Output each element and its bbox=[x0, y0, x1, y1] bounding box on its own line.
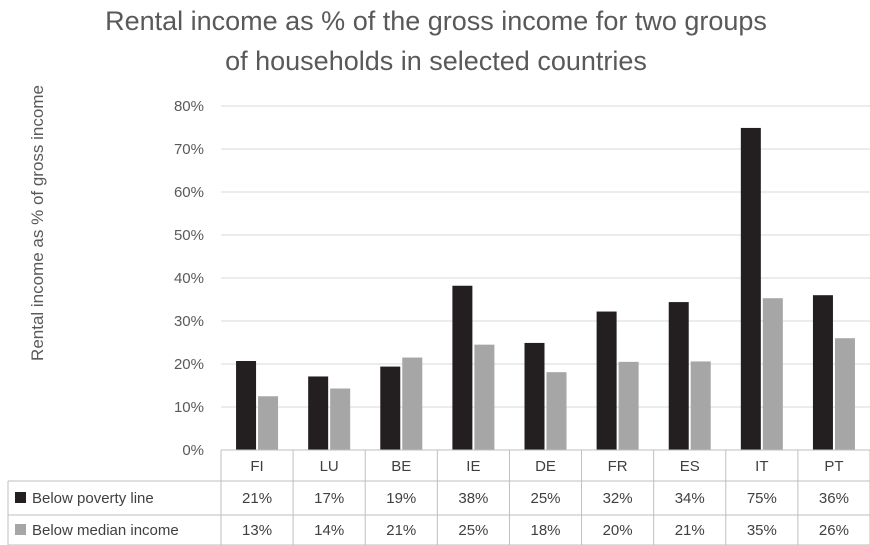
legend-key bbox=[15, 524, 26, 535]
y-tick-label: 0% bbox=[182, 442, 204, 459]
data-label: 19% bbox=[386, 490, 416, 507]
y-tick-label: 50% bbox=[174, 227, 204, 244]
data-label: 14% bbox=[314, 522, 344, 539]
data-label: 36% bbox=[819, 490, 849, 507]
chart-title-line-1: Rental income as % of the gross income f… bbox=[105, 6, 767, 36]
bars bbox=[236, 127, 855, 451]
y-tick-label: 30% bbox=[174, 313, 204, 330]
data-label: 32% bbox=[603, 490, 633, 507]
y-tick-label: 10% bbox=[174, 399, 204, 416]
category-label: BE bbox=[391, 458, 411, 475]
data-label: 17% bbox=[314, 490, 344, 507]
bar-below-poverty-line bbox=[596, 311, 617, 450]
bar-below-poverty-line bbox=[668, 302, 689, 450]
y-tick-label: 40% bbox=[174, 270, 204, 287]
data-table: FI LU BE IE DE FR ES IT PT Below poverty line 21% 1… bbox=[7, 449, 870, 545]
data-label: 21% bbox=[242, 490, 272, 507]
bar-below-median-income bbox=[258, 396, 279, 450]
gridlines bbox=[221, 105, 870, 408]
data-label: 18% bbox=[530, 522, 560, 539]
bar-below-median-income bbox=[690, 361, 711, 450]
bar-below-poverty-line bbox=[380, 366, 401, 450]
data-label: 25% bbox=[530, 490, 560, 507]
data-label: 26% bbox=[819, 522, 849, 539]
data-label: 13% bbox=[242, 522, 272, 539]
data-label: 35% bbox=[747, 522, 777, 539]
data-label: 75% bbox=[747, 490, 777, 507]
bar-below-median-income bbox=[330, 388, 351, 450]
y-axis-title: Rental income as % of gross income bbox=[28, 85, 47, 361]
bar-below-poverty-line bbox=[452, 285, 473, 450]
data-label: 21% bbox=[675, 522, 705, 539]
category-label: PT bbox=[824, 458, 843, 475]
data-label: 38% bbox=[458, 490, 488, 507]
bar-below-median-income bbox=[834, 338, 855, 450]
category-label: DE bbox=[535, 458, 556, 475]
bar-below-poverty-line bbox=[308, 376, 329, 450]
y-tick-label: 20% bbox=[174, 356, 204, 373]
legend-label: Below poverty line bbox=[32, 490, 154, 507]
bar-below-poverty-line bbox=[524, 342, 545, 450]
y-tick-label: 60% bbox=[174, 184, 204, 201]
bar-below-median-income bbox=[402, 357, 423, 450]
data-label: 20% bbox=[603, 522, 633, 539]
y-tick-label: 70% bbox=[174, 141, 204, 158]
bar-below-median-income bbox=[546, 372, 567, 450]
bar-below-median-income bbox=[474, 344, 495, 450]
bar-below-median-income bbox=[618, 361, 639, 450]
chart-title-line-2: of households in selected countries bbox=[225, 46, 647, 76]
legend-label: Below median income bbox=[32, 522, 179, 539]
bar-below-poverty-line bbox=[812, 295, 833, 450]
bar-below-poverty-line bbox=[740, 127, 761, 451]
bar-below-median-income bbox=[762, 298, 783, 450]
category-label: FR bbox=[608, 458, 628, 475]
category-label: ES bbox=[680, 458, 700, 475]
category-label: IT bbox=[755, 458, 768, 475]
data-label: 21% bbox=[386, 522, 416, 539]
y-axis-ticks: 0% 10% 20% 30% 40% 50% 60% 70% 80% bbox=[174, 98, 204, 459]
category-label: IE bbox=[466, 458, 480, 475]
category-label: LU bbox=[320, 458, 339, 475]
bar-below-poverty-line bbox=[236, 360, 257, 450]
y-tick-label: 80% bbox=[174, 98, 204, 115]
data-label: 25% bbox=[458, 522, 488, 539]
legend-key bbox=[15, 492, 26, 503]
data-label: 34% bbox=[675, 490, 705, 507]
category-label: FI bbox=[250, 458, 263, 475]
